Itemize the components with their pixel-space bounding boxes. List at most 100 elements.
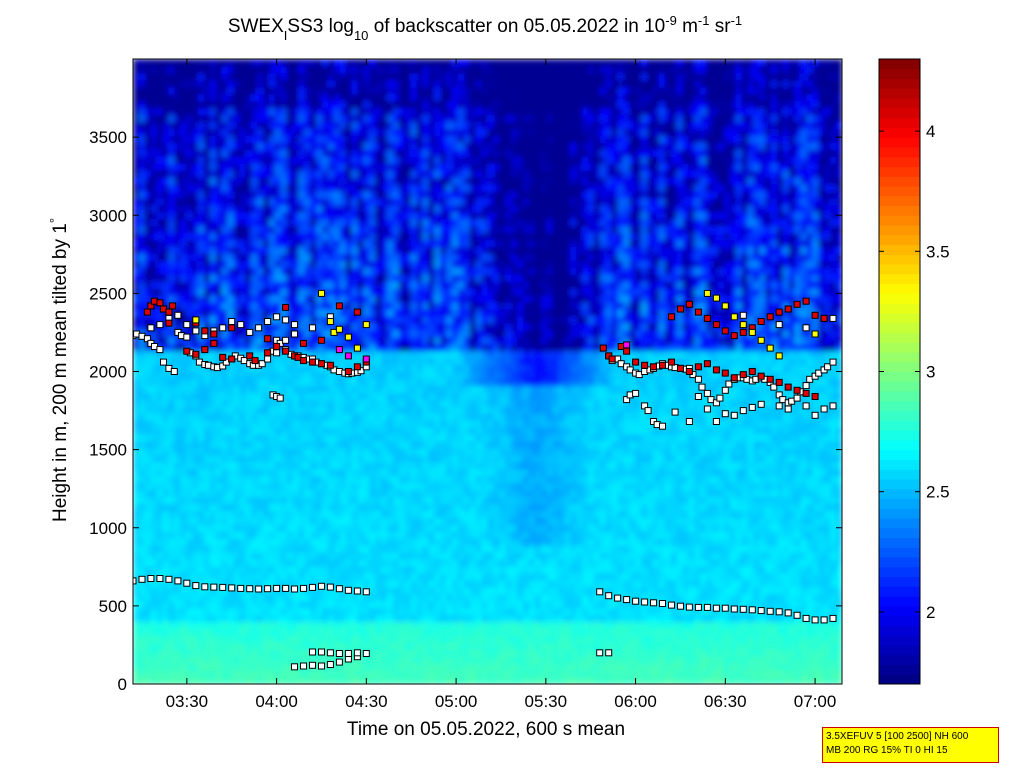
heatmap-cell [363,371,370,380]
heatmap-cell [133,677,140,684]
heatmap-cell [233,177,240,185]
heatmap-cell [209,385,217,393]
heatmap-cell [457,517,465,525]
heatmap-cell [162,350,170,359]
heatmap-cell [186,100,193,109]
heatmap-cell [322,600,329,609]
heatmap-cell [416,364,424,373]
heatmap-cell [392,649,400,657]
heatmap-cell [440,378,447,386]
heatmap-cell [262,510,270,518]
heatmap-cell [410,447,418,456]
heatmap-cell [262,190,270,199]
heatmap-cell [221,190,229,199]
heatmap-cell [410,392,418,400]
heatmap-cell [186,149,193,157]
heatmap-cell [245,288,252,296]
heatmap-cell [387,329,394,338]
heatmap-cell [133,309,140,317]
heatmap-cell [351,315,359,324]
heatmap-cell [133,496,140,505]
heatmap-cell [150,579,158,588]
heatmap-cell [209,121,217,130]
heatmap-cell [298,503,305,511]
heatmap-cell [452,315,459,324]
heatmap-cell [192,149,199,157]
heatmap-cell [381,295,388,303]
heatmap-cell [192,79,199,88]
heatmap-cell [322,65,329,74]
heatmap-cell [446,461,453,470]
heatmap-cell [345,600,353,609]
heatmap-cell [363,517,370,525]
heatmap-cell [351,378,359,386]
heatmap-cell [381,371,388,380]
heatmap-cell [434,614,441,623]
heatmap-cell [209,461,217,470]
heatmap-cell [168,350,175,359]
heatmap-cell [156,156,164,164]
heatmap-cell [339,482,347,491]
heatmap-cell [422,649,430,657]
heatmap-cell [333,79,341,88]
heatmap-cell [304,385,311,393]
heatmap-cell [351,93,359,102]
heatmap-cell [174,163,181,171]
heatmap-cell [162,510,170,518]
heatmap-cell [416,642,424,650]
heatmap-cell [452,72,459,81]
heatmap-cell [133,538,140,546]
heatmap-cell [268,545,276,553]
heatmap-cell [150,434,158,442]
heatmap-cell [363,232,370,241]
heatmap-cell [227,642,235,650]
heatmap-cell [322,246,329,255]
heatmap-cell [416,309,424,317]
heatmap-cell [233,593,240,602]
heatmap-cell [262,156,270,164]
heatmap-cell [257,579,264,588]
heatmap-cell [251,434,258,442]
heatmap-cell [133,114,140,123]
heatmap-cell [345,677,353,684]
heatmap-cell [221,531,229,539]
heatmap-cell [174,642,181,650]
heatmap-cell [410,559,418,567]
heatmap-cell [357,434,365,442]
heatmap-cell [387,336,394,345]
heatmap-cell [322,225,329,234]
heatmap-cell [221,413,229,421]
heatmap-cell [133,72,140,81]
heatmap-cell [310,211,317,220]
heatmap-cell [298,621,305,630]
heatmap-cell [274,86,282,95]
heatmap-cell [410,309,418,317]
heatmap-cell [422,559,430,567]
heatmap-cell [327,378,335,386]
heatmap-cell [298,482,305,491]
heatmap-cell [133,440,140,449]
heatmap-cell [180,288,187,296]
heatmap-cell [144,93,152,102]
heatmap-cell [345,93,353,102]
heatmap-cell [280,79,288,88]
heatmap-cell [144,246,152,255]
heatmap-cell [351,246,359,255]
heatmap-cell [398,121,406,130]
heatmap-cell [345,177,353,185]
heatmap-cell [186,288,193,296]
heatmap-cell [162,635,170,643]
heatmap-cell [209,218,217,227]
heatmap-cell [168,440,175,449]
heatmap-cell [398,607,406,616]
heatmap-cell [162,239,170,248]
heatmap-cell [245,135,252,143]
heatmap-cell [357,677,365,684]
heatmap-cell [292,461,300,470]
heatmap-cell [422,586,430,595]
heatmap-cell [221,545,229,553]
heatmap-cell [186,274,193,282]
heatmap-cell [286,593,294,602]
heatmap-cell [310,468,317,477]
heatmap-cell [304,260,311,268]
